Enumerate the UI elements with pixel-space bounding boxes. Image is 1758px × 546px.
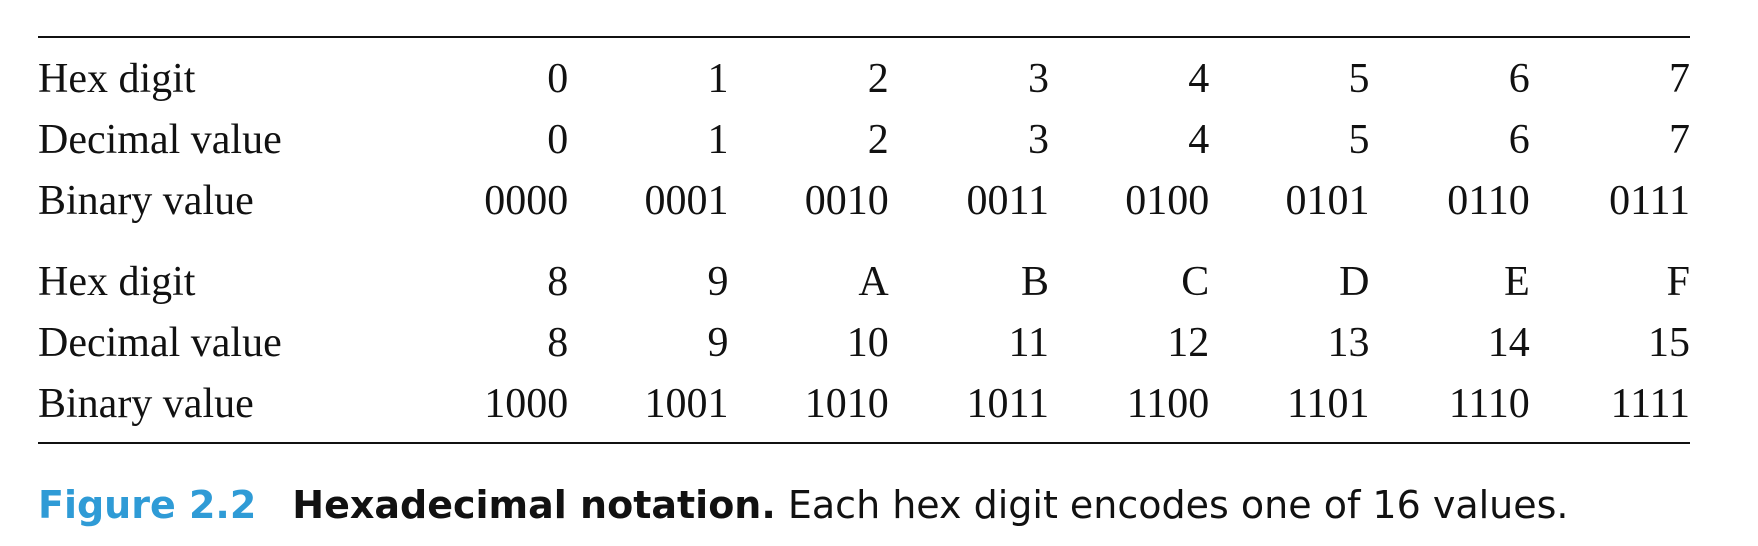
row-label: Binary value [38,380,254,427]
table-cell: 0100 [1125,177,1210,224]
table-cell: 0 [547,55,569,102]
table-row-binary-value: Binary value 0000 0001 0010 0011 0100 01… [38,170,1690,231]
table-cell: 13 [1327,319,1370,366]
table-group-0: Hex digit 0 1 2 3 4 5 6 7 Decimal value … [38,48,1690,231]
table-cell: 1010 [804,380,889,427]
table-cell: 0 [547,116,569,163]
table-cell: 12 [1167,319,1210,366]
row-label: Hex digit [38,258,196,305]
table-cell: 11 [1008,319,1049,366]
table-cell: C [1181,258,1210,305]
table-group-1: Hex digit 8 9 A B C D E F Decimal value … [38,251,1690,434]
table-cell: A [858,258,889,305]
hex-table: Hex digit 0 1 2 3 4 5 6 7 Decimal value … [38,36,1690,444]
table-cell: 7 [1669,55,1690,102]
table-cell: 10 [846,319,889,366]
top-rule [38,36,1690,38]
table-cell: 0010 [804,177,889,224]
table-cell: 8 [547,319,569,366]
table-cell: 5 [1348,55,1370,102]
table-cell: 4 [1188,116,1210,163]
table-cell: 0001 [644,177,729,224]
figure-caption: Figure 2.2 Hexadecimal notation. Each hex… [38,486,1569,524]
table-row-hex-digit: Hex digit 0 1 2 3 4 5 6 7 [38,48,1690,109]
table-cell: 1110 [1448,380,1530,427]
bottom-rule [38,442,1690,444]
table-cell: 1 [707,55,729,102]
figure-title: Hexadecimal notation. [292,483,776,527]
table-cell: 1001 [644,380,729,427]
table-cell: 4 [1188,55,1210,102]
table-row-hex-digit: Hex digit 8 9 A B C D E F [38,251,1690,312]
table-cell: 1011 [966,380,1049,427]
table-cell: 0111 [1609,177,1690,224]
table-cell: 0101 [1285,177,1370,224]
table-cell: 7 [1669,116,1690,163]
table-cell: 3 [1028,55,1049,102]
table-cell: D [1339,258,1370,305]
table-cell: 2 [867,55,889,102]
row-label: Decimal value [38,116,282,163]
table-cell: 1100 [1126,380,1210,427]
table-cell: 1111 [1610,380,1690,427]
row-label: Binary value [38,177,254,224]
figure-text: Each hex digit encodes one of 16 values. [775,483,1569,527]
table-cell: 0011 [966,177,1049,224]
table-cell: 5 [1348,116,1370,163]
table-cell: 9 [707,258,729,305]
table-row-decimal-value: Decimal value 8 9 10 11 12 13 14 15 [38,312,1690,373]
table-cell: 8 [547,258,569,305]
table-cell: B [1020,258,1049,305]
table-cell: 15 [1648,319,1690,366]
table-row-binary-value: Binary value 1000 1001 1010 1011 1100 11… [38,373,1690,434]
row-label: Decimal value [38,319,282,366]
figure-number: Figure 2.2 [38,483,257,527]
table-cell: 2 [867,116,889,163]
table-cell: 1000 [484,380,569,427]
table-row-decimal-value: Decimal value 0 1 2 3 4 5 6 7 [38,109,1690,170]
table-cell: 9 [707,319,729,366]
row-label: Hex digit [38,55,196,102]
table-cell: F [1666,258,1690,305]
table-cell: 6 [1508,55,1530,102]
table-cell: 6 [1508,116,1530,163]
table-cell: 1 [707,116,729,163]
table-cell: E [1504,258,1530,305]
table-cell: 0110 [1447,177,1530,224]
table-cell: 0000 [484,177,569,224]
table-cell: 14 [1487,319,1530,366]
table-cell: 3 [1028,116,1049,163]
table-cell: 1101 [1287,380,1370,427]
